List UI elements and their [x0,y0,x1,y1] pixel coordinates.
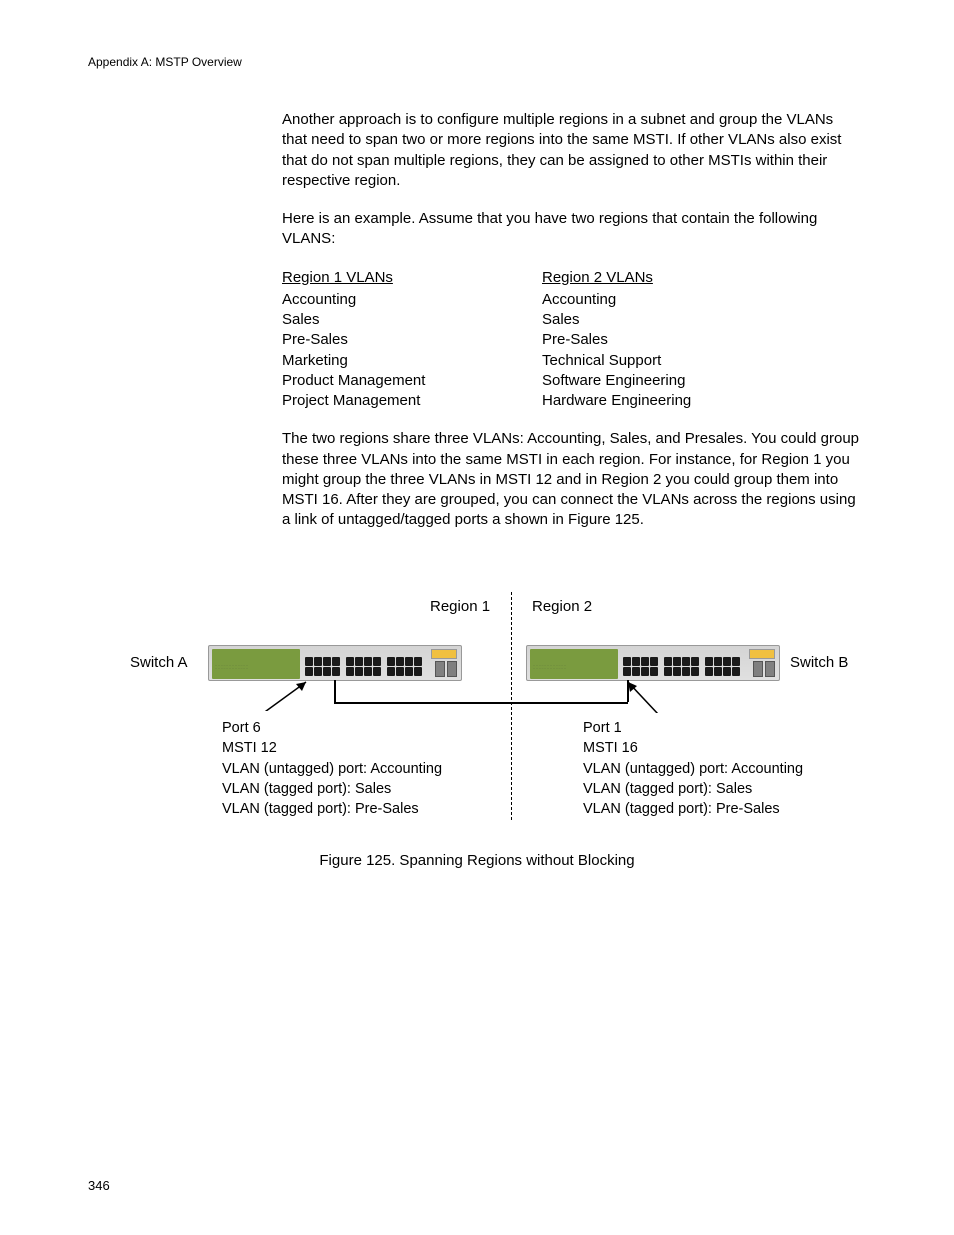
detail-line: VLAN (tagged port): Sales [583,779,803,799]
paragraph-3: The two regions share three VLANs: Accou… [282,429,862,530]
switch-ports [305,657,426,676]
arrow-port-1 [618,678,688,713]
detail-line: Port 1 [583,718,803,738]
switch-ports [623,657,744,676]
sfp-ports [435,661,457,677]
vlan-col-1-header: Region 1 VLANs [282,268,542,288]
arrow-port-6 [250,676,320,711]
switch-a-label: Switch A [130,654,188,671]
detail-line: VLAN (tagged port): Sales [222,779,442,799]
detail-line: VLAN (tagged port): Pre-Sales [222,799,442,819]
paragraph-2: Here is an example. Assume that you have… [282,209,862,250]
switch-b: ·· ·· ·· ·· ·· ·· ·· ·· ·· ·· ·· ···· ··… [526,645,780,681]
vlan-item: Technical Support [542,351,802,371]
vlan-item: Hardware Engineering [542,391,802,411]
port-labels: ·· ·· ·· ·· ·· ·· ·· ·· ·· ·· ·· ···· ··… [533,664,615,670]
cable-segment [334,680,336,702]
region-2-label: Region 2 [532,598,592,615]
vlan-item: Marketing [282,351,542,371]
detail-line: MSTI 16 [583,738,803,758]
page-header: Appendix A: MSTP Overview [88,55,242,69]
switch-b-label: Switch B [790,654,848,671]
vlan-col-1: Region 1 VLANs Accounting Sales Pre-Sale… [282,268,542,412]
paragraph-1: Another approach is to configure multipl… [282,110,862,191]
region-divider [511,592,512,820]
vlan-col-2-header: Region 2 VLANs [542,268,802,288]
main-content: Another approach is to configure multipl… [282,110,862,549]
cable-segment [334,702,628,704]
detail-line: VLAN (untagged) port: Accounting [583,759,803,779]
figure-caption: Figure 125. Spanning Regions without Blo… [0,852,954,869]
vlan-item: Product Management [282,371,542,391]
vlan-item: Accounting [282,290,542,310]
vlan-item: Sales [282,310,542,330]
vlan-col-2: Region 2 VLANs Accounting Sales Pre-Sale… [542,268,802,412]
port-labels: ·· ·· ·· ·· ·· ·· ·· ·· ·· ·· ·· ···· ··… [215,664,297,670]
port-6-details: Port 6 MSTI 12 VLAN (untagged) port: Acc… [222,718,442,819]
port-1-details: Port 1 MSTI 16 VLAN (untagged) port: Acc… [583,718,803,819]
switch-badge [431,649,457,659]
sfp-ports [753,661,775,677]
vlan-item: Accounting [542,290,802,310]
detail-line: VLAN (tagged port): Pre-Sales [583,799,803,819]
vlan-item: Project Management [282,391,542,411]
page-number: 346 [88,1178,110,1193]
region-1-label: Region 1 [430,598,490,615]
detail-line: MSTI 12 [222,738,442,758]
vlan-item: Software Engineering [542,371,802,391]
switch-badge [749,649,775,659]
figure-125: Region 1 Region 2 Switch A Switch B ·· ·… [88,590,868,860]
switch-a: ·· ·· ·· ·· ·· ·· ·· ·· ·· ·· ·· ···· ··… [208,645,462,681]
vlan-item: Sales [542,310,802,330]
vlan-table: Region 1 VLANs Accounting Sales Pre-Sale… [282,268,862,412]
detail-line: Port 6 [222,718,442,738]
detail-line: VLAN (untagged) port: Accounting [222,759,442,779]
vlan-item: Pre-Sales [282,330,542,350]
vlan-item: Pre-Sales [542,330,802,350]
